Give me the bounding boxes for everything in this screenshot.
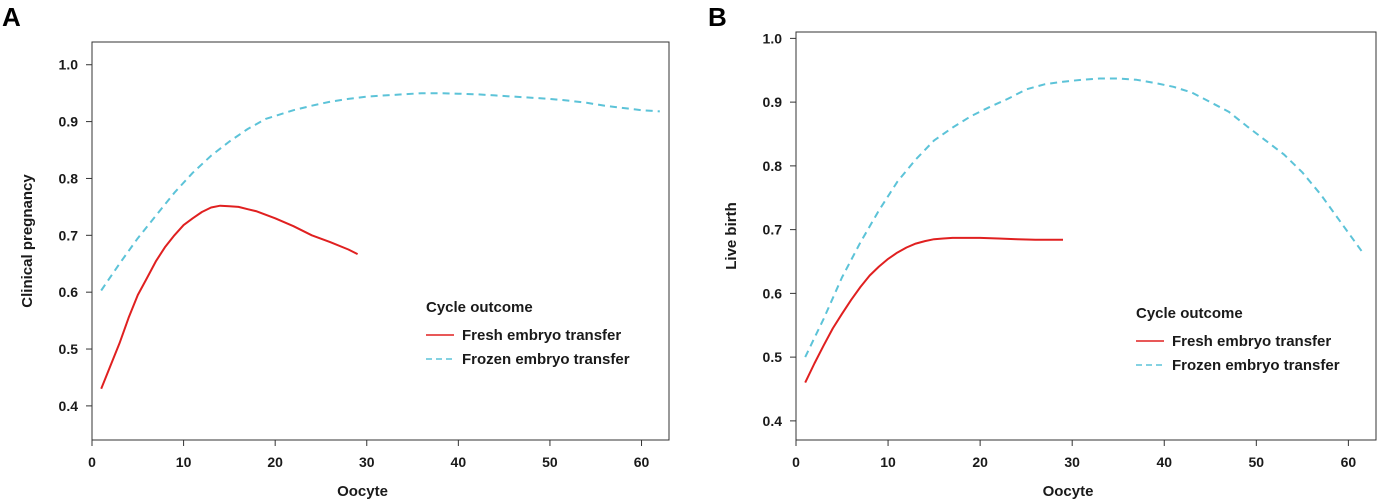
series-line-fresh [100,204,359,390]
x-tick-label: 0 [792,454,800,470]
y-tick-label: 0.6 [763,285,783,301]
y-axis-title: Live birth [723,202,740,270]
y-tick-label: 0.9 [763,94,783,110]
x-axis-title: Oocyte [337,483,388,500]
legend-title: Cycle outcome [1136,305,1243,322]
plot-frame [91,41,670,441]
y-tick-label: 0.7 [763,222,783,238]
series-line-fresh [804,236,1063,384]
x-tick-label: 60 [1341,454,1357,470]
y-tick-label: 0.6 [59,284,79,300]
x-tick-label: 10 [176,454,192,470]
series-line-frozen [804,77,1364,358]
x-tick-label: 20 [972,454,988,470]
y-tick-label: 0.4 [59,398,79,414]
y-tick-label: 1.0 [763,30,783,46]
chart-b-svg: 0 10 20 30 40 50 60 0.4 0.5 0.6 0.7 0.8 0.9 1.0 Oocyte… [723,30,1377,500]
y-axis-title: Clinical pregnancy [19,174,36,308]
x-axis-title: Oocyte [1043,483,1094,500]
x-tick-label: 20 [267,454,283,470]
x-tick-label: 10 [880,454,896,470]
y-tick-label: 0.9 [59,114,79,130]
x-tick-label: 0 [88,454,96,470]
y-tick-label: 0.4 [763,413,783,429]
x-tick-label: 50 [1249,454,1265,470]
legend-label-fresh: Fresh embryo transfer [1172,333,1331,350]
x-tick-label: 40 [451,454,467,470]
legend-label-frozen: Frozen embryo transfer [1172,357,1340,374]
legend-label-frozen: Frozen embryo transfer [462,351,630,368]
y-tick-label: 0.5 [59,341,79,357]
legend-label-fresh: Fresh embryo transfer [462,327,621,344]
panel-label: B [708,2,727,32]
x-tick-label: 30 [359,454,375,470]
plot-frame [795,31,1377,441]
x-tick-label: 30 [1064,454,1080,470]
chart-panel-a: A 0 10 20 30 40 50 60 0.4 0.5 0.6 0.7 0.8 0.9 1.0 Oocy… [0,0,690,500]
chart-a-svg: 0 10 20 30 40 50 60 0.4 0.5 0.6 0.7 0.8 0.9 1.0 Oocyte… [19,41,670,500]
y-tick-label: 0.8 [763,158,783,174]
y-tick-label: 0.7 [59,227,79,243]
x-tick-label: 40 [1156,454,1172,470]
y-tick-label: 1.0 [59,57,79,73]
x-tick-label: 50 [542,454,558,470]
x-tick-label: 60 [634,454,650,470]
legend-title: Cycle outcome [426,299,533,316]
y-tick-label: 0.5 [763,349,783,365]
y-tick-label: 0.8 [59,170,79,186]
panel-label: A [2,2,21,32]
chart-panel-b: B 0 10 20 30 40 50 60 0.4 0.5 0.6 0.7 0.8 0.9 1.0 Oocy… [690,0,1382,500]
series-line-frozen [100,92,660,292]
